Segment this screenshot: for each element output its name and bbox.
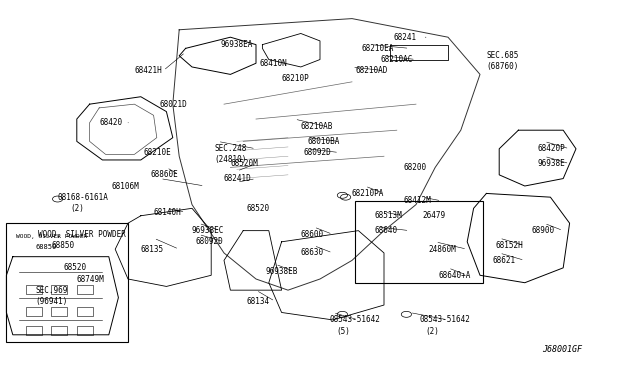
Text: 68210E: 68210E [144,148,172,157]
Text: WOOD, SILVER POWDER: WOOD, SILVER POWDER [38,230,126,239]
Text: 96938E: 96938E [538,159,565,168]
Text: 68200: 68200 [403,163,426,172]
Text: 68621: 68621 [493,256,516,265]
Text: 68152H: 68152H [496,241,524,250]
Bar [77,285,93,294]
Text: 68850: 68850 [35,244,56,250]
Text: 68412M: 68412M [403,196,431,205]
Text: 68850: 68850 [51,241,74,250]
Text: SEC.685: SEC.685 [486,51,519,60]
Text: 68210AC: 68210AC [381,55,413,64]
Text: 68106M: 68106M [112,182,140,190]
Text: 68520M: 68520M [230,159,258,168]
Text: 26479: 26479 [422,211,445,220]
Text: 68860E: 68860E [150,170,178,179]
Text: 08543-51642: 08543-51642 [330,315,380,324]
Bar [6,223,128,342]
Text: SEC.969: SEC.969 [35,286,68,295]
Text: WOOD, SILVER POWDER: WOOD, SILVER POWDER [16,234,87,239]
Text: 68210AD: 68210AD [355,66,388,75]
Text: 68421H: 68421H [134,66,162,75]
Text: 96938EA: 96938EA [221,40,253,49]
Text: 68135: 68135 [141,245,164,254]
Text: SEC.248: SEC.248 [214,144,247,153]
Text: 68520: 68520 [246,204,269,213]
Text: 24860M: 24860M [429,245,456,254]
Text: 08168-6161A: 08168-6161A [58,193,108,202]
Text: 96938EB: 96938EB [266,267,298,276]
Text: 68630: 68630 [301,248,324,257]
Text: 68513M: 68513M [374,211,402,220]
Text: (24810): (24810) [214,155,247,164]
Text: 68140H: 68140H [154,208,181,217]
Text: 68210AB: 68210AB [301,122,333,131]
Text: 68749M: 68749M [77,275,104,283]
Bar [51,307,67,316]
Text: 68092D: 68092D [304,148,332,157]
Text: 68900: 68900 [531,226,554,235]
Text: 68410N: 68410N [259,59,287,68]
Text: (5): (5) [336,327,350,336]
Bar [26,326,42,335]
Text: 68010BA: 68010BA [307,137,340,146]
Text: 68640: 68640 [374,226,397,235]
Text: 68210EA: 68210EA [362,44,394,53]
Bar [51,326,67,335]
Bar [26,307,42,316]
Text: (2): (2) [426,327,440,336]
Text: (2): (2) [70,204,84,213]
Text: 68241: 68241 [394,33,417,42]
Text: 96938EC: 96938EC [192,226,225,235]
Bar [77,307,93,316]
Bar [77,326,93,335]
Text: 08543-51642: 08543-51642 [419,315,470,324]
Text: (96941): (96941) [35,297,68,306]
Text: 68092D: 68092D [195,237,223,246]
Text: 68420P: 68420P [538,144,565,153]
Bar [26,285,42,294]
Bar [51,285,67,294]
Text: 68520: 68520 [64,263,87,272]
Text: 68210P: 68210P [282,74,309,83]
Text: 68134: 68134 [246,297,269,306]
Text: 68600: 68600 [301,230,324,239]
Text: 68210PA: 68210PA [352,189,385,198]
Text: 68241D: 68241D [224,174,252,183]
Text: (68760): (68760) [486,62,519,71]
Bar [355,201,483,283]
Text: 68640+A: 68640+A [438,271,471,280]
Text: 68420: 68420 [99,118,122,127]
Text: 68021D: 68021D [160,100,188,109]
Text: J68001GF: J68001GF [543,345,582,354]
